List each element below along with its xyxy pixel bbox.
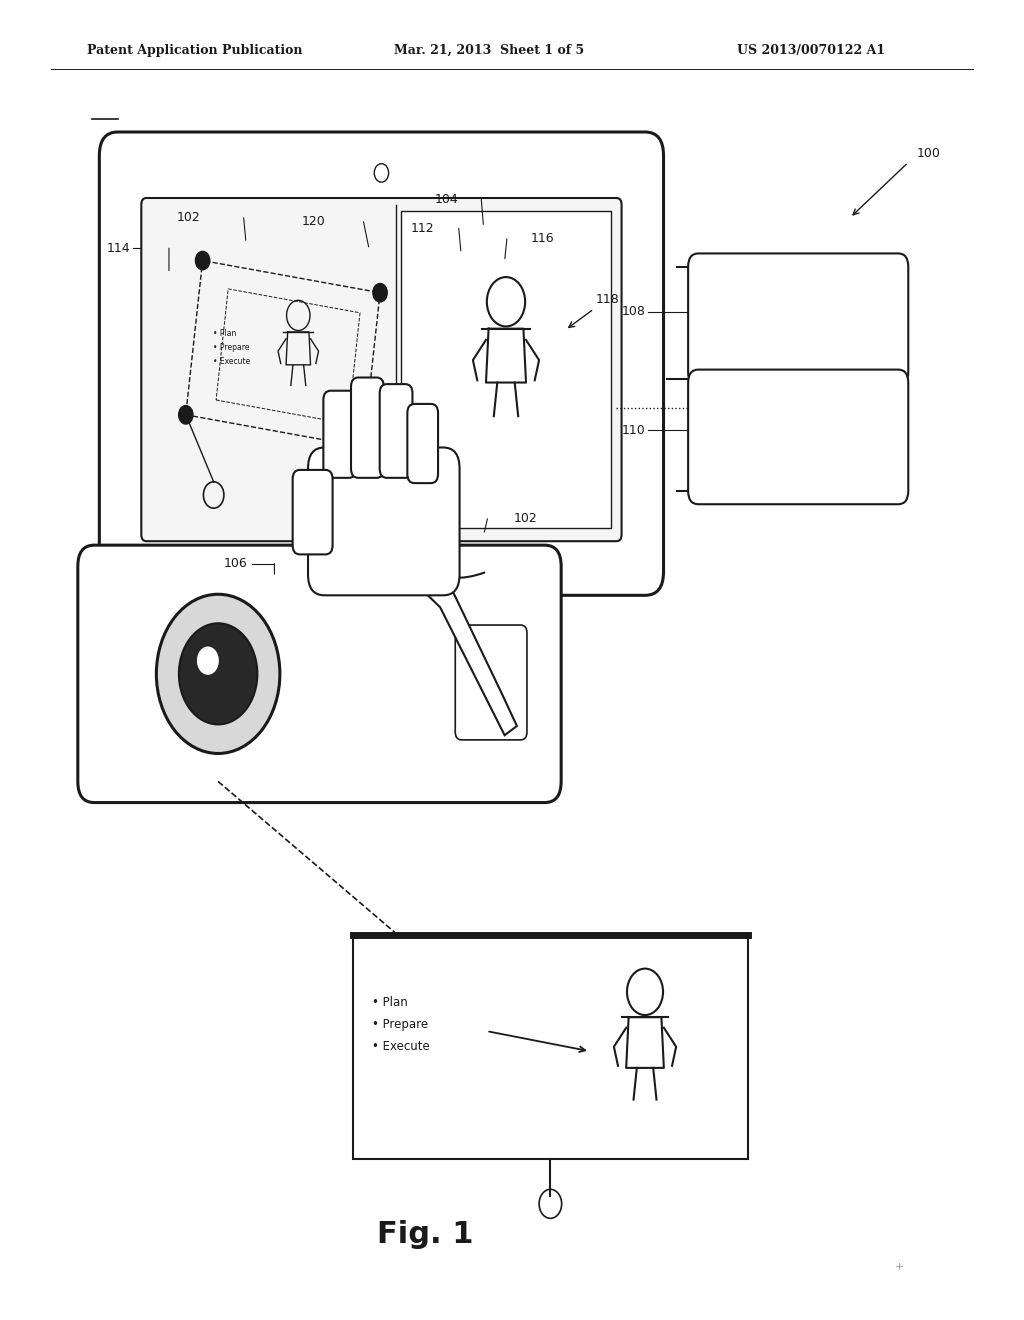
Text: 114: 114 <box>106 242 130 255</box>
Text: Input Driver: Input Driver <box>759 294 838 308</box>
Bar <box>353 935 748 1159</box>
FancyBboxPatch shape <box>352 539 410 566</box>
FancyBboxPatch shape <box>141 198 622 541</box>
Text: 120: 120 <box>302 215 326 228</box>
FancyBboxPatch shape <box>78 545 561 803</box>
Text: Fig. 1: Fig. 1 <box>377 1220 473 1249</box>
Circle shape <box>196 251 210 269</box>
FancyBboxPatch shape <box>351 378 384 478</box>
Circle shape <box>375 164 389 182</box>
Circle shape <box>179 623 257 725</box>
Circle shape <box>157 594 280 754</box>
Bar <box>400 211 611 528</box>
FancyBboxPatch shape <box>308 447 460 595</box>
Text: Capture: Capture <box>772 405 824 418</box>
Text: 112: 112 <box>411 222 434 235</box>
Polygon shape <box>379 548 517 735</box>
Text: 104: 104 <box>435 193 459 206</box>
Text: Application: Application <box>761 430 836 444</box>
Text: • Plan
• Prepare
• Execute: • Plan • Prepare • Execute <box>213 329 251 366</box>
FancyBboxPatch shape <box>324 391 356 478</box>
FancyBboxPatch shape <box>408 404 438 483</box>
Text: 110: 110 <box>622 424 645 437</box>
Text: 108: 108 <box>785 337 811 350</box>
Text: US 2013/0070122 A1: US 2013/0070122 A1 <box>737 44 886 57</box>
Text: Patent Application Publication: Patent Application Publication <box>87 44 302 57</box>
Text: 108: 108 <box>622 305 645 318</box>
Text: 110: 110 <box>785 461 811 474</box>
FancyBboxPatch shape <box>688 253 908 385</box>
Text: 118: 118 <box>596 293 620 306</box>
Circle shape <box>178 405 193 424</box>
Text: 102: 102 <box>177 211 201 224</box>
Circle shape <box>373 284 387 302</box>
Text: 116: 116 <box>530 232 554 246</box>
FancyBboxPatch shape <box>293 470 333 554</box>
Circle shape <box>356 438 371 457</box>
Text: 106: 106 <box>224 557 248 570</box>
Text: 102: 102 <box>514 512 538 525</box>
FancyBboxPatch shape <box>99 132 664 595</box>
Text: 100: 100 <box>916 147 940 160</box>
Text: Mar. 21, 2013  Sheet 1 of 5: Mar. 21, 2013 Sheet 1 of 5 <box>394 44 585 57</box>
Text: • Plan
• Prepare
• Execute: • Plan • Prepare • Execute <box>372 995 429 1053</box>
Circle shape <box>197 647 219 675</box>
Text: +: + <box>894 1262 904 1272</box>
FancyBboxPatch shape <box>456 626 527 741</box>
FancyBboxPatch shape <box>380 384 413 478</box>
FancyBboxPatch shape <box>688 370 908 504</box>
